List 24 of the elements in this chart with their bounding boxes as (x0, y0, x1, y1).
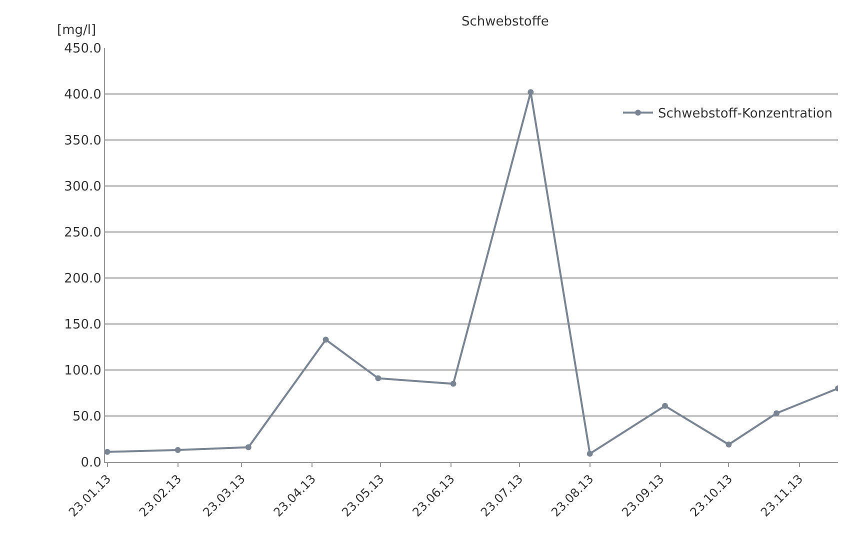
point (174, 447, 181, 454)
legend-label: Schwebstoff-Konzentration (658, 106, 832, 122)
point (245, 444, 252, 450)
y-tick-label: 100.0 (64, 364, 102, 379)
point (662, 402, 668, 409)
point (450, 380, 456, 387)
y-tick-label: 400.0 (64, 88, 102, 103)
y-tick-label: 450.0 (64, 42, 102, 57)
y-tick-label: 150.0 (64, 318, 102, 333)
point (726, 442, 732, 448)
point (375, 375, 382, 382)
chart-title: Schwebstoffe (462, 14, 549, 30)
y-tick-label: 50.0 (72, 410, 102, 425)
y-tick-label: 300.0 (64, 180, 102, 195)
point (322, 336, 329, 343)
point (586, 450, 593, 457)
y-tick-label: 250.0 (64, 226, 102, 241)
point (774, 410, 780, 416)
y-axis-title: [mg/l] (57, 23, 96, 38)
y-tick-label: 200.0 (64, 272, 102, 287)
point (528, 89, 534, 96)
point (105, 448, 110, 455)
y-tick-label: 350.0 (64, 134, 102, 149)
y-tick-label: 0.0 (80, 456, 102, 471)
